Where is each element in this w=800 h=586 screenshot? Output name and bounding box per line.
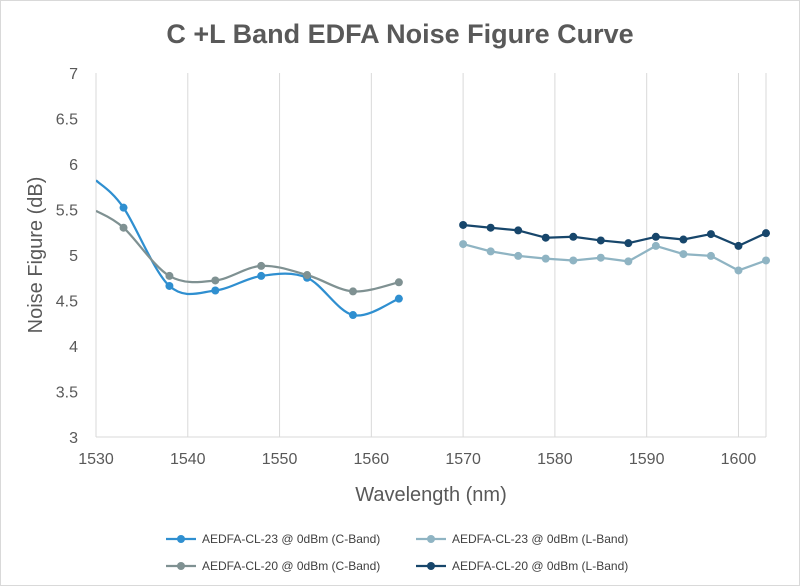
series-line-2	[462, 242, 766, 272]
data-point	[679, 235, 688, 244]
series-line-1	[96, 179, 400, 317]
y-tick-label: 6	[69, 157, 78, 174]
y-tick-label: 4.5	[56, 294, 78, 311]
data-point	[165, 281, 174, 290]
data-point	[541, 233, 550, 242]
legend-swatch-marker	[177, 535, 185, 543]
legend-label: AEDFA-CL-23 @ 0dBm (C-Band)	[202, 532, 380, 546]
data-point	[541, 254, 550, 263]
data-point	[211, 286, 220, 295]
data-point	[651, 232, 660, 241]
x-tick-label: 1560	[354, 451, 390, 468]
data-point	[569, 232, 578, 241]
x-tick-label: 1590	[629, 451, 665, 468]
data-point	[394, 294, 403, 303]
data-point	[211, 276, 220, 285]
y-tick-label: 3.5	[56, 385, 78, 402]
legend-label: AEDFA-CL-20 @ 0dBm (C-Band)	[202, 559, 380, 573]
data-point	[624, 257, 633, 266]
y-tick-label: 4	[69, 339, 78, 356]
data-point	[569, 256, 578, 265]
x-tick-label: 1540	[170, 451, 206, 468]
data-point	[596, 236, 605, 245]
data-point	[762, 229, 770, 238]
x-axis-label: Wavelength (nm)	[355, 484, 507, 506]
data-point	[734, 241, 743, 250]
data-point	[257, 261, 266, 270]
tick-labels: 1530 1540 1550 1560 1570 1580 1590 1600 3 3.5 4 4.5…	[56, 66, 757, 468]
y-axis-label: Noise Figure (dB)	[25, 177, 47, 334]
data-point	[706, 251, 715, 260]
gridlines	[187, 73, 767, 437]
x-tick-label: 1550	[262, 451, 298, 468]
data-point	[119, 223, 128, 232]
data-point	[762, 256, 770, 265]
y-tick-label: 3	[69, 430, 78, 447]
series-points	[119, 203, 770, 320]
legend-label: AEDFA-CL-20 @ 0dBm (L-Band)	[452, 559, 628, 573]
y-tick-label: 5.5	[56, 203, 78, 220]
data-point	[486, 247, 495, 256]
series-line-3	[96, 209, 400, 293]
y-tick-label: 7	[69, 66, 78, 83]
data-point	[624, 239, 633, 248]
y-tick-label: 5	[69, 248, 78, 265]
data-point	[706, 230, 715, 239]
data-point	[119, 203, 128, 212]
x-tick-label: 1530	[78, 451, 114, 468]
data-point	[257, 271, 266, 280]
data-point	[348, 287, 357, 296]
data-point	[165, 271, 174, 280]
data-point	[514, 226, 523, 235]
axes	[95, 73, 766, 438]
legend-swatch-marker	[427, 562, 435, 570]
x-tick-label: 1600	[721, 451, 757, 468]
chart-title: C +L Band EDFA Noise Figure Curve	[166, 19, 633, 49]
data-point	[679, 250, 688, 259]
x-tick-label: 1570	[445, 451, 481, 468]
series-lines	[96, 179, 766, 317]
data-point	[348, 311, 357, 320]
data-point	[459, 220, 468, 229]
legend-swatch-marker	[177, 562, 185, 570]
data-point	[514, 251, 523, 260]
series-line-4	[463, 223, 766, 248]
data-point	[303, 271, 312, 280]
data-point	[734, 266, 743, 275]
legend-label: AEDFA-CL-23 @ 0dBm (L-Band)	[452, 532, 628, 546]
data-point	[486, 223, 495, 232]
data-point	[459, 240, 468, 249]
data-point	[651, 241, 660, 250]
legend-swatch-marker	[427, 535, 435, 543]
x-tick-label: 1580	[537, 451, 573, 468]
data-point	[596, 253, 605, 262]
data-point	[394, 278, 403, 287]
y-tick-label: 6.5	[56, 112, 78, 129]
legend: AEDFA-CL-23 @ 0dBm (C-Band) AEDFA-CL-23 @…	[166, 532, 628, 573]
